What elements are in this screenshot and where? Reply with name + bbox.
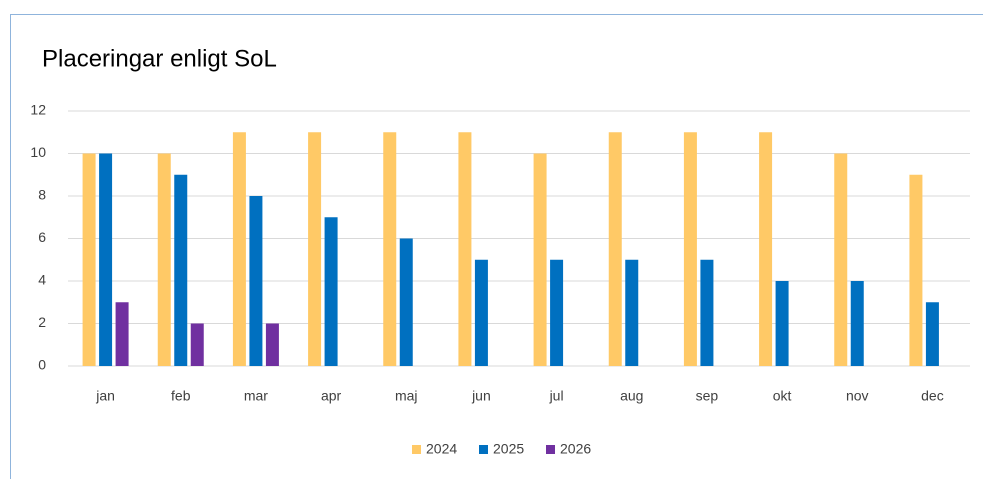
bar xyxy=(383,132,397,366)
bar xyxy=(683,132,697,366)
x-tick-label: maj xyxy=(395,388,418,404)
bar xyxy=(308,132,322,366)
bar xyxy=(232,132,246,366)
legend-label: 2024 xyxy=(426,441,457,457)
x-tick-label: apr xyxy=(321,388,342,404)
x-tick-label: jun xyxy=(471,388,491,404)
bar xyxy=(850,281,864,366)
bar xyxy=(249,196,263,366)
x-tick-label: jan xyxy=(95,388,115,404)
y-tick-label: 6 xyxy=(38,229,46,245)
x-tick-label: mar xyxy=(244,388,268,404)
bar xyxy=(399,238,413,366)
y-tick-label: 2 xyxy=(38,314,46,330)
y-tick-label: 10 xyxy=(30,144,46,160)
bar xyxy=(550,259,564,366)
bar xyxy=(82,153,96,366)
x-tick-label: dec xyxy=(921,388,944,404)
bar xyxy=(700,259,714,366)
legend-swatch xyxy=(479,445,488,454)
bar xyxy=(533,153,547,366)
x-tick-label: okt xyxy=(773,388,792,404)
bar xyxy=(834,153,848,366)
x-tick-label: sep xyxy=(696,388,719,404)
bar xyxy=(190,323,204,366)
bar xyxy=(909,174,923,366)
y-tick-label: 0 xyxy=(38,357,46,373)
chart-frame xyxy=(10,14,983,479)
legend-label: 2025 xyxy=(493,441,524,457)
chart-title: Placeringar enligt SoL xyxy=(42,45,277,72)
bar xyxy=(115,302,129,366)
bar xyxy=(775,281,789,366)
legend-swatch xyxy=(412,445,421,454)
bar xyxy=(324,217,338,366)
legend-label: 2026 xyxy=(560,441,591,457)
x-tick-label: nov xyxy=(846,388,869,404)
bar xyxy=(265,323,279,366)
y-tick-label: 4 xyxy=(38,272,46,288)
x-tick-label: feb xyxy=(171,388,191,404)
bar xyxy=(458,132,472,366)
bar xyxy=(174,174,188,366)
y-tick-label: 8 xyxy=(38,187,46,203)
x-tick-label: jul xyxy=(549,388,564,404)
legend-swatch xyxy=(546,445,555,454)
bar xyxy=(474,259,488,366)
bar xyxy=(157,153,171,366)
bar xyxy=(925,302,939,366)
y-tick-label: 12 xyxy=(30,102,46,118)
bar xyxy=(99,153,113,366)
x-tick-label: aug xyxy=(620,388,643,404)
bar xyxy=(759,132,773,366)
bar xyxy=(625,259,639,366)
bar xyxy=(608,132,622,366)
